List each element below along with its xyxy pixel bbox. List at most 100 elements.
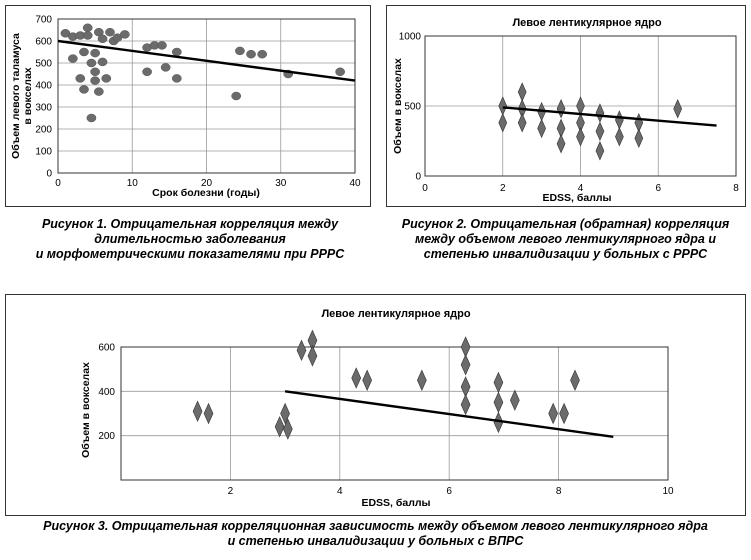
data-point: [82, 31, 93, 40]
plot-area: [424, 35, 737, 177]
grid: [121, 347, 668, 480]
caption-line: и морфометрическими показателями при РРР…: [35, 247, 345, 261]
x-tick-label: 8: [733, 183, 739, 194]
data-point: [203, 402, 214, 425]
data-point: [79, 85, 89, 94]
x-tick-label: 20: [201, 178, 213, 189]
data-point: [274, 416, 285, 438]
x-tick-label: 4: [578, 183, 584, 194]
data-point: [595, 121, 605, 141]
x-tick-label: 30: [275, 178, 287, 189]
data-point: [101, 74, 112, 83]
y-tick-label: 200: [98, 431, 115, 442]
data-point: [498, 96, 508, 116]
data-point: [93, 87, 104, 96]
data-point: [86, 113, 97, 123]
data-point: [246, 49, 256, 59]
y-tick-label: 0: [415, 172, 421, 183]
data-point: [673, 99, 683, 119]
y-tick-label: 500: [35, 59, 52, 70]
data-point: [570, 369, 580, 391]
data-point: [595, 103, 605, 123]
x-tick-label: 0: [422, 183, 428, 194]
y-tick-label: 600: [35, 37, 52, 48]
y-tick-label: 400: [35, 81, 52, 92]
y-tick-label: 200: [35, 125, 52, 136]
data-point: [68, 54, 78, 63]
data-point: [351, 367, 362, 389]
x-tick-label: 2: [228, 486, 234, 497]
x-tick-label: 0: [55, 178, 61, 189]
trend-line: [57, 39, 356, 82]
data-point: [595, 141, 605, 161]
data-point: [79, 47, 89, 57]
y-tick-label: 400: [98, 387, 115, 398]
x-tick-label: 6: [446, 486, 452, 497]
data-point: [517, 82, 527, 102]
x-tick-label: 8: [556, 486, 562, 497]
figure-2-caption: Рисунок 2. Отрицательная (обратная) корр…: [380, 217, 751, 262]
caption-line: Рисунок 2. Отрицательная (обратная) корр…: [401, 217, 730, 231]
data-point: [307, 345, 318, 367]
figure-1-chart: 0 100 200 300 400 500 600 700 0 10 20 30 40 Срок боле…: [10, 15, 361, 200]
caption-line: между объемом левого лентикулярного ядра…: [415, 232, 716, 246]
data-point: [97, 57, 108, 67]
y-axis-label: Объем в вокселах: [80, 362, 92, 458]
figure-3-panel: 200 400 600 2 4 6 8 10 Левое лентикулярное ядро E…: [5, 294, 746, 516]
data-point: [335, 67, 345, 77]
figure-2-panel: 0 500 1000 0 2 4 6 8 Левое лентикулярное ядро EDS…: [386, 5, 746, 207]
caption-line: длительностью заболевания: [94, 232, 286, 246]
grid: [58, 19, 355, 173]
x-tick-label: 4: [337, 486, 343, 497]
y-tick-label: 500: [404, 102, 421, 113]
y-tick-label: 0: [46, 169, 52, 180]
data-point: [460, 376, 471, 398]
plot-area: [57, 18, 356, 174]
y-tick-label: 1000: [399, 32, 422, 43]
data-point: [283, 418, 293, 440]
y-tick-label: 600: [98, 343, 115, 354]
figure-1-caption: Рисунок 1. Отрицательная корреляция межд…: [0, 217, 380, 262]
data-point: [417, 369, 427, 391]
data-point: [171, 74, 182, 83]
data-point: [160, 63, 171, 72]
data-point: [97, 34, 108, 44]
data-point: [498, 113, 508, 133]
data-point: [634, 128, 644, 148]
y-tick-label: 300: [35, 103, 52, 114]
data-point: [192, 400, 203, 423]
data-point: [517, 113, 527, 133]
data-point: [493, 391, 504, 414]
y-tick-label: 700: [35, 15, 52, 26]
caption-line: и степенью инвалидизации у больных с ВПР…: [227, 534, 524, 548]
data-point: [362, 369, 372, 391]
data-point: [90, 67, 100, 77]
x-axis-label: Срок болезни (годы): [152, 187, 260, 199]
data-point: [556, 134, 566, 154]
data-point: [171, 47, 182, 57]
data-point: [493, 371, 504, 394]
data-point: [460, 354, 471, 376]
caption-line: степенью инвалидизации у больных с РРРС: [423, 247, 708, 261]
data-point: [537, 118, 546, 139]
data-point: [235, 46, 245, 56]
figure-2-chart: 0 500 1000 0 2 4 6 8 Левое лентикулярное ядро EDS…: [392, 17, 739, 204]
x-axis-label: EDSS, баллы: [361, 497, 430, 509]
x-axis-label: EDSS, баллы: [542, 192, 611, 204]
chart-title: Левое лентикулярное ядро: [512, 17, 661, 29]
x-tick-label: 6: [655, 183, 661, 194]
data-point: [296, 339, 307, 362]
plot-area: [120, 346, 669, 481]
x-tick-label: 10: [662, 486, 674, 497]
data-point: [86, 58, 97, 68]
data-point: [493, 411, 504, 434]
data-point: [556, 99, 566, 119]
data-point: [615, 127, 624, 147]
data-point: [82, 23, 93, 33]
data-point: [105, 27, 115, 37]
data-point: [90, 48, 100, 58]
chart-title: Левое лентикулярное ядро: [321, 308, 470, 320]
x-tick-label: 2: [500, 183, 506, 194]
data-point: [576, 96, 585, 116]
data-point: [90, 76, 100, 85]
